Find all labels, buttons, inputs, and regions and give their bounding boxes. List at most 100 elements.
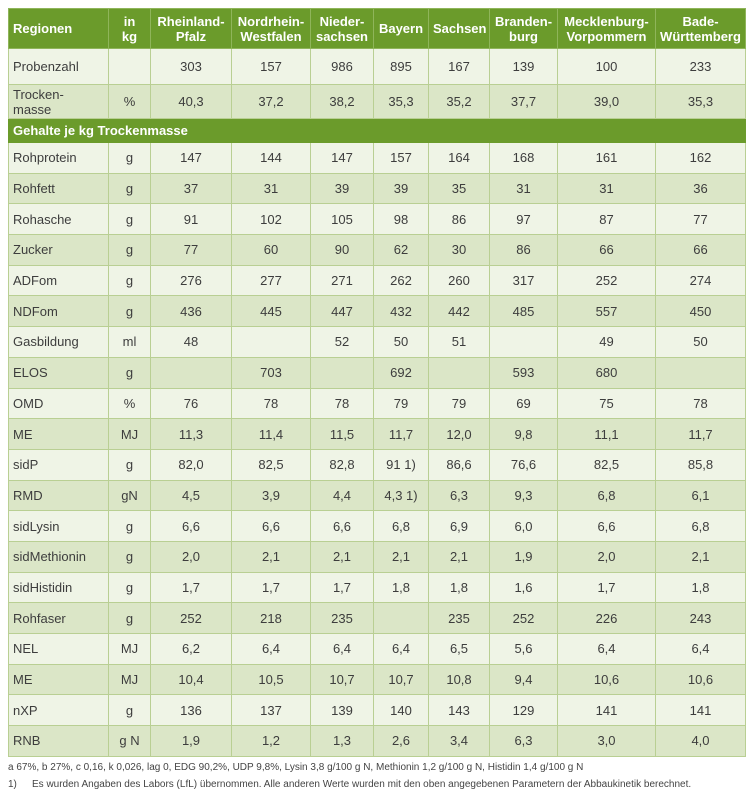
row-unit: ml xyxy=(108,326,151,358)
value-cell: 91 1) xyxy=(373,448,429,481)
value-cell: 6,0 xyxy=(489,510,558,542)
value-cell: 2,0 xyxy=(557,540,656,573)
value-cell: 79 xyxy=(373,387,429,420)
value-cell: 82,5 xyxy=(557,448,656,481)
value-cell: 1,9 xyxy=(489,540,558,573)
value-cell: 141 xyxy=(655,694,746,727)
value-cell: 82,5 xyxy=(231,448,311,481)
table-row: Rohfett g 37 31 39 39 35 31 31 36 xyxy=(8,172,746,205)
value-cell: 86 xyxy=(428,203,490,236)
header-row: Regionen in kg Rheinland- Pfalz Nordrhein- W… xyxy=(8,8,746,49)
table-row: nXP g 136 137 139 140 143 129 141 141 xyxy=(8,694,746,727)
row-label: sidP xyxy=(8,448,109,481)
value-cell: 593 xyxy=(489,356,558,389)
value-cell: 6,4 xyxy=(655,633,746,665)
value-cell: 69 xyxy=(489,387,558,420)
row-label: Zucker xyxy=(8,234,109,266)
value-cell: 136 xyxy=(150,694,232,727)
table-row: ELOS g 703 692 593 680 xyxy=(8,356,746,389)
value-cell: 31 xyxy=(557,172,656,205)
value-cell: 38,2 xyxy=(310,84,374,119)
row-label: Gasbildung xyxy=(8,326,109,358)
value-cell: 161 xyxy=(557,142,656,174)
value-cell: 450 xyxy=(655,295,746,328)
value-cell xyxy=(655,356,746,389)
row-unit: gN xyxy=(108,479,151,512)
value-cell: 2,1 xyxy=(373,540,429,573)
header-unit: in kg xyxy=(108,8,151,49)
row-unit: g xyxy=(108,571,151,604)
value-cell: 147 xyxy=(150,142,232,174)
value-cell: 144 xyxy=(231,142,311,174)
value-cell: 48 xyxy=(150,326,232,358)
table-row: sidMethionin g 2,0 2,1 2,1 2,1 2,1 1,9 2,0 2,1 xyxy=(8,540,746,573)
row-unit: g xyxy=(108,602,151,634)
value-cell: 317 xyxy=(489,264,558,297)
value-cell: 129 xyxy=(489,694,558,727)
parameters-note: a 67%, b 27%, c 0,16, k 0,026, lag 0, ED… xyxy=(8,762,584,773)
row-label: RNB xyxy=(8,725,109,757)
header-region: Nordrhein- Westfalen xyxy=(231,8,311,49)
row-label: OMD xyxy=(8,387,109,420)
value-cell: 10,4 xyxy=(150,663,232,696)
value-cell: 10,7 xyxy=(310,663,374,696)
row-label: sidMethionin xyxy=(8,540,109,573)
row-unit: g xyxy=(108,540,151,573)
table-row: sidLysin g 6,6 6,6 6,6 6,8 6,9 6,0 6,6 6,8 xyxy=(8,510,746,542)
value-cell: 218 xyxy=(231,602,311,634)
value-cell: 50 xyxy=(655,326,746,358)
value-cell: 1,9 xyxy=(150,725,232,757)
value-cell: 78 xyxy=(310,387,374,420)
table-row: NEL MJ 6,2 6,4 6,4 6,4 6,5 5,6 6,4 6,4 xyxy=(8,633,746,665)
value-cell: 12,0 xyxy=(428,418,490,450)
header-region: Nieder-sachsen xyxy=(310,8,374,49)
value-cell: 36 xyxy=(655,172,746,205)
value-cell: 226 xyxy=(557,602,656,634)
row-unit: MJ xyxy=(108,633,151,665)
value-cell: 4,5 xyxy=(150,479,232,512)
value-cell: 10,6 xyxy=(557,663,656,696)
row-unit: g xyxy=(108,142,151,174)
footnote-1: 1) Es wurden Angaben des Labors (LfL) übe… xyxy=(8,778,748,795)
value-cell: 60 xyxy=(231,234,311,266)
footnotes: a 67%, b 27%, c 0,16, k 0,026, lag 0, ED… xyxy=(8,761,748,795)
value-cell: 6,2 xyxy=(150,633,232,665)
section-title: Gehalte je kg Trockenmasse xyxy=(8,118,746,143)
value-cell: 6,1 xyxy=(655,479,746,512)
table-row: Probenzahl 303 157 986 895 167 139 100 233 xyxy=(8,48,746,85)
header-region: Sachsen xyxy=(428,8,490,49)
row-label: ELOS xyxy=(8,356,109,389)
value-cell: 303 xyxy=(150,48,232,85)
value-cell: 1,7 xyxy=(557,571,656,604)
value-cell xyxy=(231,326,311,358)
feed-analysis-table: Regionen in kg Rheinland- Pfalz Nordrhein- W… xyxy=(8,8,746,757)
value-cell: 91 xyxy=(150,203,232,236)
value-cell: 141 xyxy=(557,694,656,727)
value-cell: 11,1 xyxy=(557,418,656,450)
value-cell: 436 xyxy=(150,295,232,328)
value-cell: 2,1 xyxy=(231,540,311,573)
value-cell: 62 xyxy=(373,234,429,266)
value-cell: 157 xyxy=(373,142,429,174)
value-cell: 139 xyxy=(310,694,374,727)
value-cell: 78 xyxy=(231,387,311,420)
value-cell: 6,6 xyxy=(150,510,232,542)
value-cell: 252 xyxy=(557,264,656,297)
row-unit: g N xyxy=(108,725,151,757)
row-label: sidLysin xyxy=(8,510,109,542)
value-cell: 52 xyxy=(310,326,374,358)
value-cell: 9,8 xyxy=(489,418,558,450)
value-cell: 11,7 xyxy=(655,418,746,450)
header-region: Branden-burg xyxy=(489,8,558,49)
value-cell: 35,3 xyxy=(655,84,746,119)
value-cell: 2,0 xyxy=(150,540,232,573)
row-unit: g xyxy=(108,510,151,542)
row-label: Rohasche xyxy=(8,203,109,236)
value-cell: 10,7 xyxy=(373,663,429,696)
value-cell: 11,4 xyxy=(231,418,311,450)
row-unit: g xyxy=(108,295,151,328)
value-cell: 102 xyxy=(231,203,311,236)
row-label: ME xyxy=(8,663,109,696)
value-cell: 39 xyxy=(310,172,374,205)
value-cell xyxy=(150,356,232,389)
